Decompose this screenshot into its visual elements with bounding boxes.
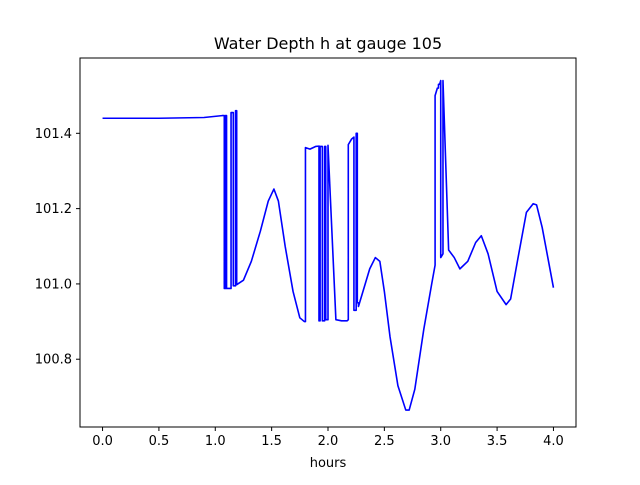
x-tick-label: 0.5 [149,434,170,449]
x-tick-label: 2.0 [318,434,339,449]
x-tick-label: 3.5 [487,434,508,449]
x-tick-label: 1.0 [205,434,226,449]
x-tick-label: 1.5 [261,434,282,449]
x-tick-label: 0.0 [92,434,113,449]
x-axis-label: hours [310,456,347,471]
y-tick-label: 100.8 [35,353,72,368]
y-tick-label: 101.0 [35,277,72,292]
y-axis: 100.8 101.0 101.2 101.4 [35,127,80,368]
series-line-0 [102,79,555,411]
x-axis: 0.0 0.5 1.0 1.5 2.0 2.5 3.0 3.5 4.0 [92,427,564,449]
chart-title: Water Depth h at gauge 105 [214,34,442,53]
x-tick-label: 2.5 [374,434,395,449]
x-tick-label: 4.0 [543,434,564,449]
y-tick-label: 101.4 [35,127,72,142]
series-layer [102,79,555,411]
y-tick-label: 101.2 [35,202,72,217]
x-tick-label: 3.0 [430,434,451,449]
